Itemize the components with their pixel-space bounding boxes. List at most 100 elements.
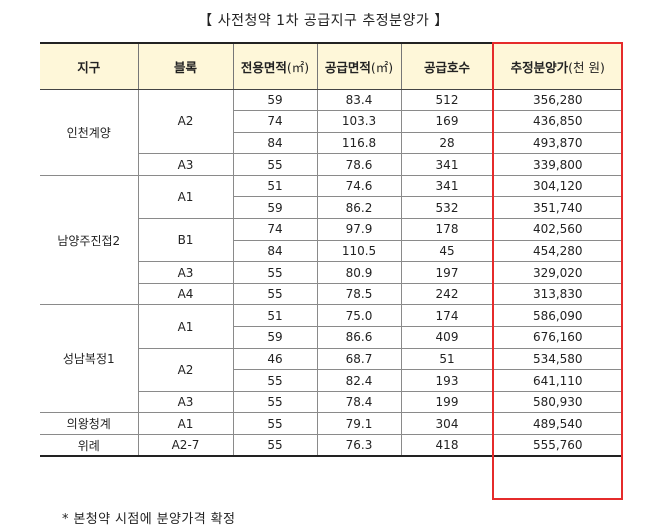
supply-units-cell: 174 xyxy=(400,304,494,328)
block-cell: A3 xyxy=(138,261,234,284)
price-cell: 493,870 xyxy=(492,131,622,155)
district-cell: 의왕청계 xyxy=(40,412,139,435)
supply-units-cell: 418 xyxy=(400,434,494,458)
supply-area-cell: 110.5 xyxy=(316,239,402,263)
supply-area-cell: 74.6 xyxy=(316,174,402,198)
supply-units-cell: 409 xyxy=(400,326,494,349)
exclusive-area-cell: 51 xyxy=(232,174,318,198)
table-row: B1 74 97.9 178 402,560 xyxy=(40,218,622,263)
table-row: 성남복정1 A1 51 75.0 174 586,090 xyxy=(40,304,622,414)
supply-units-cell: 51 xyxy=(400,347,494,371)
block-cell: A2 xyxy=(137,88,234,155)
header-block: 블록 xyxy=(137,42,234,90)
table-row: 74 103.3 169 436,850 xyxy=(40,110,622,133)
block-cell: A3 xyxy=(138,390,234,414)
header-district: 지구 xyxy=(40,42,139,90)
supply-area-cell: 83.4 xyxy=(316,88,402,112)
price-cell: 304,120 xyxy=(492,174,622,198)
supply-area-cell: 82.4 xyxy=(316,369,402,392)
table-row: 위례 A2-7 55 76.3 418 555,760 xyxy=(40,434,622,458)
exclusive-area-cell: 46 xyxy=(232,347,318,371)
exclusive-area-cell: 55 xyxy=(232,434,318,458)
price-cell: 555,760 xyxy=(492,434,622,458)
supply-area-cell: 76.3 xyxy=(316,434,402,458)
exclusive-area-cell: 84 xyxy=(233,131,318,155)
table-row: 59 86.2 532 351,740 xyxy=(40,196,622,220)
table-row: A3 55 78.4 199 580,930 xyxy=(40,390,622,414)
price-cell: 534,580 xyxy=(492,347,622,371)
block-cell: A1 xyxy=(137,174,234,220)
supply-units-cell: 199 xyxy=(400,390,494,414)
price-cell: 351,740 xyxy=(492,196,622,220)
exclusive-area-cell: 55 xyxy=(232,390,318,414)
supply-units-cell: 341 xyxy=(400,174,494,198)
block-cell: B1 xyxy=(138,218,234,263)
table-row: 84 116.8 28 493,870 xyxy=(40,131,622,155)
supply-units-cell: 341 xyxy=(400,153,494,176)
footnote: * 본청약 시점에 분양가격 확정 xyxy=(62,512,236,527)
table-row: 남양주진접2 A1 51 74.6 341 304,120 xyxy=(40,174,622,306)
district-cell: 남양주진접2 xyxy=(40,174,139,306)
price-cell: 489,540 xyxy=(492,412,622,435)
exclusive-area-cell: 84 xyxy=(233,239,318,263)
header-supply-units: 공급호수 xyxy=(400,42,494,90)
block-cell: A1 xyxy=(137,412,234,435)
supply-units-cell: 304 xyxy=(400,412,494,435)
supply-area-cell: 79.1 xyxy=(316,412,402,435)
exclusive-area-cell: 55 xyxy=(232,153,318,176)
price-cell: 454,280 xyxy=(492,239,622,263)
price-cell: 586,090 xyxy=(492,304,622,328)
district-cell: 인천계양 xyxy=(40,88,139,176)
table-title: 【 사전청약 1차 공급지구 추정분양가 】 xyxy=(198,13,449,29)
header-row: 지구 블록 전용면적(㎡) 공급면적(㎡) 공급호수 추정분양가(천 원) xyxy=(40,42,622,90)
table-row: 인천계양 A2 59 83.4 512 356,280 xyxy=(40,88,622,176)
district-cell: 위례 xyxy=(40,434,139,458)
estimated-price-table: 지구 블록 전용면적(㎡) 공급면적(㎡) 공급호수 추정분양가(천 원) 인천… xyxy=(40,42,622,458)
exclusive-area-cell: 59 xyxy=(233,326,318,349)
supply-area-cell: 78.6 xyxy=(316,153,402,176)
block-cell: A4 xyxy=(138,282,234,306)
supply-area-cell: 78.5 xyxy=(316,282,402,306)
price-cell: 339,800 xyxy=(492,153,622,176)
exclusive-area-cell: 55 xyxy=(232,261,318,284)
header-estimated-price: 추정분양가(천 원) xyxy=(492,42,622,90)
price-cell: 329,020 xyxy=(492,261,622,284)
price-cell: 313,830 xyxy=(492,282,622,306)
supply-area-cell: 86.6 xyxy=(316,326,402,349)
supply-area-cell: 75.0 xyxy=(316,304,402,328)
exclusive-area-cell: 55 xyxy=(233,369,318,392)
supply-units-cell: 178 xyxy=(400,218,494,241)
table-row: 84 110.5 45 454,280 xyxy=(40,239,622,263)
price-cell: 356,280 xyxy=(492,88,622,112)
supply-units-cell: 512 xyxy=(400,88,494,112)
table-row: A3 55 78.6 341 339,800 xyxy=(40,153,622,176)
header-exclusive-area: 전용면적(㎡) xyxy=(232,42,318,90)
supply-area-cell: 86.2 xyxy=(316,196,402,220)
price-cell: 641,110 xyxy=(492,369,622,392)
price-cell: 402,560 xyxy=(492,218,622,241)
exclusive-area-cell: 55 xyxy=(232,412,318,435)
exclusive-area-cell: 74 xyxy=(233,110,318,133)
supply-area-cell: 103.3 xyxy=(316,110,402,133)
price-cell: 580,930 xyxy=(492,390,622,414)
header-supply-area: 공급면적(㎡) xyxy=(316,42,402,90)
supply-units-cell: 28 xyxy=(400,131,494,155)
exclusive-area-cell: 59 xyxy=(232,88,318,112)
exclusive-area-cell: 74 xyxy=(232,218,318,241)
supply-area-cell: 68.7 xyxy=(316,347,402,371)
supply-units-cell: 193 xyxy=(400,369,494,392)
supply-units-cell: 197 xyxy=(400,261,494,284)
block-cell: A2-7 xyxy=(137,434,234,458)
price-cell: 676,160 xyxy=(492,326,622,349)
supply-area-cell: 80.9 xyxy=(316,261,402,284)
supply-units-cell: 45 xyxy=(400,239,494,263)
supply-area-cell: 78.4 xyxy=(316,390,402,414)
block-cell: A2 xyxy=(138,347,234,392)
supply-area-cell: 97.9 xyxy=(316,218,402,241)
supply-units-cell: 532 xyxy=(400,196,494,220)
exclusive-area-cell: 59 xyxy=(233,196,318,220)
exclusive-area-cell: 55 xyxy=(232,282,318,306)
supply-units-cell: 242 xyxy=(400,282,494,306)
price-cell: 436,850 xyxy=(492,110,622,133)
block-cell: A3 xyxy=(138,153,234,176)
